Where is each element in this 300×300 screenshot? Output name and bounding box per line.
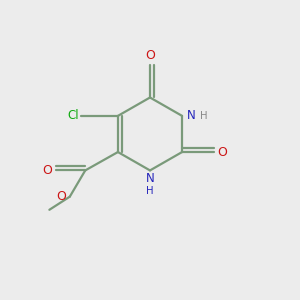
Text: N: N bbox=[187, 110, 195, 122]
Text: O: O bbox=[43, 164, 52, 177]
Text: O: O bbox=[145, 50, 155, 62]
Text: N: N bbox=[146, 172, 154, 185]
Text: H: H bbox=[200, 111, 207, 121]
Text: Cl: Cl bbox=[67, 110, 79, 122]
Text: H: H bbox=[146, 187, 154, 196]
Text: O: O bbox=[218, 146, 227, 158]
Text: O: O bbox=[56, 190, 66, 203]
